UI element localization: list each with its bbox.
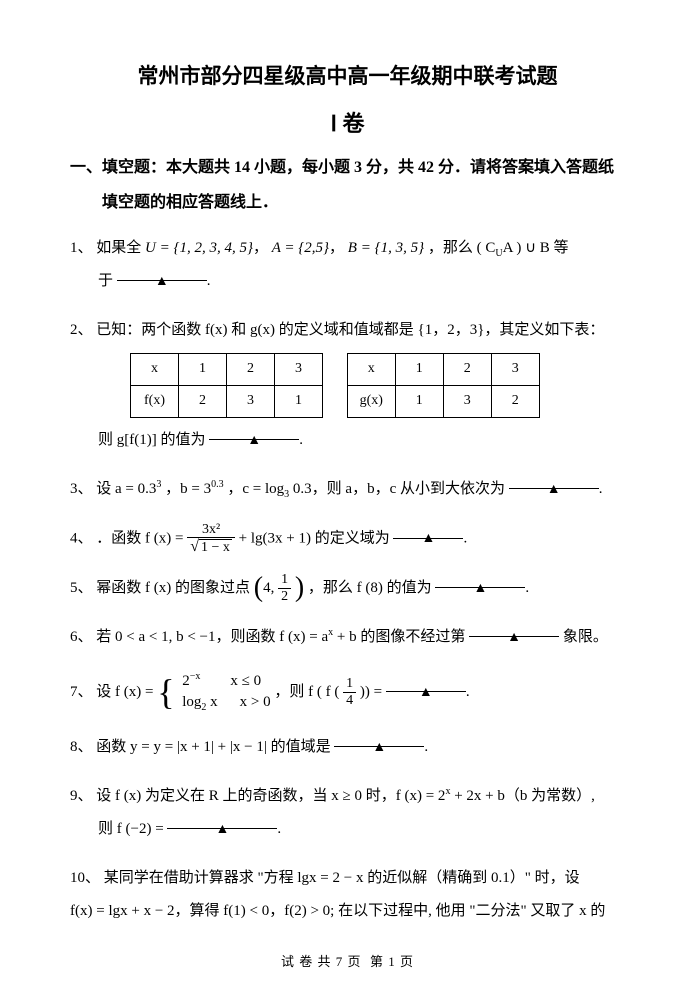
- triangle-icon: ▲: [507, 630, 521, 645]
- page-subtitle: Ⅰ 卷: [70, 106, 625, 141]
- triangle-icon: ▲: [215, 822, 229, 837]
- q8-blank: ▲: [334, 731, 424, 748]
- q2-table-g: x123 g(x)132: [347, 353, 540, 418]
- page-footer: 试 卷 共 7 页 第 1 页: [70, 952, 625, 973]
- q3-num: 3、: [70, 481, 93, 497]
- section-header-line2: 填空题的相应答题线上．: [102, 190, 625, 216]
- question-8: 8、 函数 y = y = |x + 1| + |x − 1| 的值域是 ▲.: [70, 731, 625, 764]
- triangle-icon: ▲: [419, 685, 433, 700]
- triangle-icon: ▲: [473, 581, 487, 596]
- q2-line3: 则 g[f(1)] 的值为: [98, 432, 205, 448]
- triangle-icon: ▲: [155, 274, 169, 289]
- q2-text: 已知：两个函数 f(x) 和 g(x) 的定义域和值域都是 {1，2，3}，其定…: [96, 322, 604, 338]
- q10-line2: f(x) = lgx + x − 2，算得 f(1) < 0，f(2) > 0;…: [70, 903, 605, 919]
- question-10: 10、 某同学在借助计算器求 "方程 lgx = 2 − x 的近似解（精确到 …: [70, 862, 625, 928]
- q7-num: 7、: [70, 684, 93, 700]
- question-1: 1、 如果全 U = {1, 2, 3, 4, 5}， A = {2,5}， B…: [70, 232, 625, 298]
- triangle-icon: ▲: [547, 482, 561, 497]
- question-2: 2、 已知：两个函数 f(x) 和 g(x) 的定义域和值域都是 {1，2，3}…: [70, 314, 625, 457]
- q1-tail: ，那么 ( C: [428, 240, 496, 256]
- question-4: 4、 ．函数 f (x) = 3x² 1 − x + lg(3x + 1) 的定…: [70, 522, 625, 556]
- q6-num: 6、: [70, 629, 93, 645]
- q5-num: 5、: [70, 580, 93, 596]
- q5-blank: ▲: [435, 572, 525, 589]
- q9-blank: ▲: [167, 813, 277, 830]
- triangle-icon: ▲: [372, 740, 386, 755]
- q2-num: 2、: [70, 322, 93, 338]
- triangle-icon: ▲: [247, 433, 261, 448]
- q8-num: 8、: [70, 739, 93, 755]
- question-9: 9、 设 f (x) 为定义在 R 上的奇函数，当 x ≥ 0 时，f (x) …: [70, 780, 625, 846]
- q1-u: U = {1, 2, 3, 4, 5}: [145, 240, 253, 256]
- question-7: 7、 设 f (x) = { 2−xx ≤ 0 log2 xx > 0 ，则 f…: [70, 670, 625, 715]
- q3-blank: ▲: [509, 473, 599, 490]
- q2-blank: ▲: [209, 424, 299, 441]
- q1-blank: ▲: [117, 265, 207, 282]
- q7-blank: ▲: [386, 676, 466, 693]
- q7-piecewise: { 2−xx ≤ 0 log2 xx > 0: [157, 670, 270, 715]
- q1-line2: 于: [98, 273, 113, 289]
- q10-num: 10、: [70, 870, 100, 886]
- q9-num: 9、: [70, 788, 93, 804]
- q2-table-f: x123 f(x)231: [130, 353, 323, 418]
- page-title: 常州市部分四星级高中高一年级期中联考试题: [70, 60, 625, 94]
- q4-fraction: 3x² 1 − x: [187, 522, 235, 556]
- q6-blank: ▲: [469, 621, 559, 638]
- q4-blank: ▲: [393, 522, 463, 539]
- q1-b: B = {1, 3, 5}: [348, 240, 424, 256]
- question-5: 5、 幂函数 f (x) 的图象过点 (4, 12 ) ，那么 f (8) 的值…: [70, 572, 625, 605]
- q4-num: 4、: [70, 530, 93, 546]
- q1-num: 1、: [70, 240, 93, 256]
- triangle-icon: ▲: [422, 531, 436, 546]
- question-6: 6、 若 0 < a < 1, b < −1，则函数 f (x) = ax + …: [70, 621, 625, 654]
- section-header-line1: 一、填空题：本大题共 14 小题，每小题 3 分，共 42 分．请将答案填入答题…: [70, 155, 625, 181]
- q1-a: A = {2,5}: [272, 240, 329, 256]
- q1-text-a: 如果全: [96, 240, 145, 256]
- question-3: 3、 设 a = 0.33 ，b = 30.3 ，c = log3 0.3，则 …: [70, 473, 625, 506]
- q5-point: (4, 12 ): [254, 572, 304, 605]
